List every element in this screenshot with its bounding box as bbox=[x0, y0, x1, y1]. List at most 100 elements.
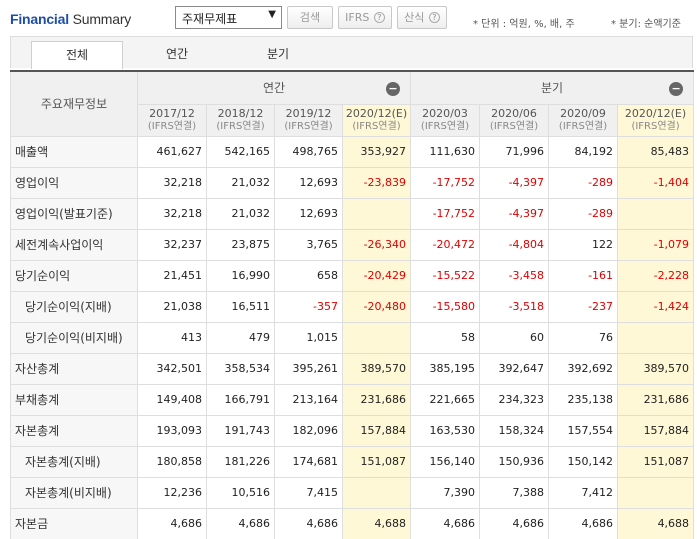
table-body: 매출액 461,627 542,165 498,765 353,927 111,630 71… bbox=[10, 135, 695, 539]
title-financial: Financial bbox=[10, 11, 69, 27]
table-cell: 4,686 bbox=[479, 507, 550, 539]
table-cell: 166,791 bbox=[206, 383, 275, 416]
table-cell: -3,458 bbox=[479, 259, 550, 292]
table-cell: -17,752 bbox=[410, 197, 481, 230]
table-cell: 1,015 bbox=[274, 321, 343, 354]
table-cell: -4,397 bbox=[479, 197, 550, 230]
table-cell: -4,804 bbox=[479, 228, 550, 261]
table-cell: 479 bbox=[206, 321, 275, 354]
table-cell: 191,743 bbox=[206, 414, 275, 447]
table-cell: 150,936 bbox=[479, 445, 550, 478]
row-label: 당기순이익 bbox=[10, 259, 138, 292]
page-title: Financial Summary bbox=[10, 11, 131, 27]
table-cell: 156,140 bbox=[410, 445, 481, 478]
table-cell: -237 bbox=[548, 290, 619, 323]
tab-annual[interactable]: 연간 bbox=[165, 47, 189, 61]
table-cell: 111,630 bbox=[410, 135, 481, 168]
table-cell: 461,627 bbox=[137, 135, 207, 168]
period-header: 2017/12 (IFRS연결) bbox=[137, 103, 207, 137]
table-cell: 12,693 bbox=[274, 197, 343, 230]
table-row: 당기순이익(지배) 21,038 16,511 -357 -20,480 -15,580-… bbox=[10, 290, 695, 323]
basis-label: (IFRS연결) bbox=[558, 121, 608, 132]
period-header: 2020/03 (IFRS연결) bbox=[410, 103, 481, 137]
table-cell: 231,686 bbox=[617, 383, 695, 416]
table-cell: 221,665 bbox=[410, 383, 481, 416]
table-cell bbox=[341, 476, 412, 509]
table-cell: -20,472 bbox=[410, 228, 481, 261]
table-cell: 4,688 bbox=[617, 507, 695, 539]
table-cell: 4,688 bbox=[341, 507, 412, 539]
table-cell: 4,686 bbox=[548, 507, 619, 539]
table-row: 자본총계(비지배) 12,236 10,516 7,415 7,390 7,388 7,41… bbox=[10, 476, 695, 509]
table-cell: 150,142 bbox=[548, 445, 619, 478]
table-cell: -17,752 bbox=[410, 166, 481, 199]
table-cell: -1,079 bbox=[617, 228, 695, 261]
table-cell: 151,087 bbox=[617, 445, 695, 478]
table-cell bbox=[341, 197, 412, 230]
table-cell: 84,192 bbox=[548, 135, 619, 168]
table-row: 자본금 4,686 4,686 4,686 4,688 4,686 4,686 4,686 4,… bbox=[10, 507, 695, 539]
statement-type-select[interactable]: 주재무제표 ▼ bbox=[175, 6, 282, 29]
table-row: 부채총계 149,408 166,791 213,164 231,686 221,665 2… bbox=[10, 383, 695, 416]
table-cell: -289 bbox=[548, 166, 619, 199]
table-cell: 12,236 bbox=[137, 476, 207, 509]
table-cell bbox=[341, 321, 412, 354]
table-cell: 58 bbox=[410, 321, 481, 354]
table-cell: 76 bbox=[548, 321, 619, 354]
table-cell: 151,087 bbox=[341, 445, 412, 478]
row-label: 자본총계(지배) bbox=[10, 445, 138, 478]
period-label: 2018/12 bbox=[217, 107, 264, 120]
table-row: 자본총계 193,093 191,743 182,096 157,884 163,530 1… bbox=[10, 414, 695, 447]
row-label: 영업이익(발표기준) bbox=[10, 197, 138, 230]
table-cell: 498,765 bbox=[274, 135, 343, 168]
collapse-icon[interactable]: − bbox=[386, 82, 401, 96]
table-cell bbox=[617, 197, 695, 230]
table-cell: -23,839 bbox=[341, 166, 412, 199]
table-cell: 231,686 bbox=[341, 383, 412, 416]
basis-label: (IFRS연결) bbox=[489, 121, 539, 132]
quarter-basis-note: * 분기: 순액기준 bbox=[611, 19, 681, 30]
title-summary: Summary bbox=[72, 11, 132, 27]
row-label: 자본금 bbox=[10, 507, 138, 539]
table-cell: 7,388 bbox=[479, 476, 550, 509]
financial-summary-table: 주요재무정보 연간 − 분기 − 2017/12 (IFRS연결) 2018/12(… bbox=[10, 70, 695, 539]
period-header: 2020/12(E) (IFRS연결) bbox=[341, 103, 412, 137]
table-cell: 32,218 bbox=[137, 166, 207, 199]
table-row: 자산총계 342,501 358,534 395,261 389,570 385,195 3… bbox=[10, 352, 695, 385]
table-cell: 392,647 bbox=[479, 352, 550, 385]
period-header: 2020/12(E) (IFRS연결) bbox=[617, 103, 695, 137]
formula-label: 산식 bbox=[404, 11, 425, 24]
table-cell: -2,228 bbox=[617, 259, 695, 292]
table-cell: 60 bbox=[479, 321, 550, 354]
table-cell: 157,884 bbox=[341, 414, 412, 447]
formula-button[interactable]: 산식 ? bbox=[397, 6, 447, 29]
ifrs-button[interactable]: IFRS ? bbox=[338, 6, 392, 29]
toolbar: Financial Summary 주재무제표 ▼ 검색 IFRS ? 산식 ?… bbox=[0, 0, 697, 36]
period-header: 2020/09 (IFRS연결) bbox=[548, 103, 619, 137]
table-cell: 542,165 bbox=[206, 135, 275, 168]
table-cell: 389,570 bbox=[617, 352, 695, 385]
row-label: 자본총계 bbox=[10, 414, 138, 447]
table-cell: 193,093 bbox=[137, 414, 207, 447]
tab-quarterly[interactable]: 분기 bbox=[266, 47, 290, 61]
basis-label: (IFRS연결) bbox=[216, 121, 265, 132]
collapse-icon[interactable]: − bbox=[669, 82, 684, 96]
row-header: 주요재무정보 bbox=[10, 70, 138, 137]
search-button[interactable]: 검색 bbox=[287, 6, 333, 29]
table-cell: 21,451 bbox=[137, 259, 207, 292]
table-cell: 16,511 bbox=[206, 290, 275, 323]
table-cell: 4,686 bbox=[206, 507, 275, 539]
table-cell: -1,404 bbox=[617, 166, 695, 199]
table-cell: -4,397 bbox=[479, 166, 550, 199]
table-row: 매출액 461,627 542,165 498,765 353,927 111,630 71… bbox=[10, 135, 695, 168]
period-header: 2018/12 (IFRS연결) bbox=[206, 103, 275, 137]
table-cell: 182,096 bbox=[274, 414, 343, 447]
table-cell: 658 bbox=[274, 259, 343, 292]
table-cell: -161 bbox=[548, 259, 619, 292]
tab-all[interactable]: 전체 bbox=[31, 41, 123, 69]
table-cell: 392,692 bbox=[548, 352, 619, 385]
table-cell: 389,570 bbox=[341, 352, 412, 385]
table-cell: 158,324 bbox=[479, 414, 550, 447]
table-cell: 385,195 bbox=[410, 352, 481, 385]
table-cell: -15,580 bbox=[410, 290, 481, 323]
